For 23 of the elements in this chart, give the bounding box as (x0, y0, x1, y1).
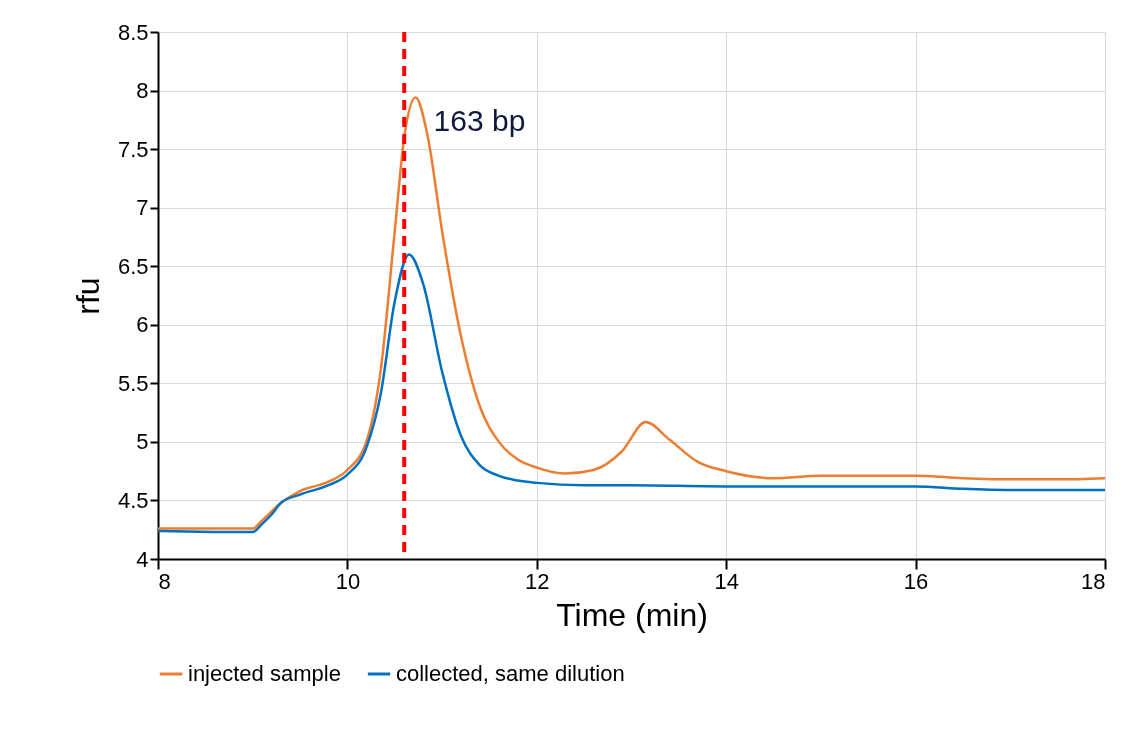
y-tick-label: 6.5 (117, 253, 149, 279)
y-tick-label: 5 (136, 429, 149, 455)
y-tick-label: 6 (136, 312, 149, 338)
y-tick-label: 5.5 (117, 370, 149, 396)
legend-label: injected sample (188, 661, 341, 686)
x-axis-title: Time (min) (556, 596, 708, 633)
line-series (158, 96, 1105, 530)
x-tick-label: 10 (335, 568, 361, 594)
y-tick-label: 8 (136, 78, 149, 104)
x-tick-label: 18 (1081, 568, 1106, 594)
y-tick-label: 4.5 (117, 487, 149, 513)
y-tick-label: 7 (136, 195, 149, 221)
x-tick-label: 16 (903, 568, 929, 594)
annotation: 163 bp (433, 103, 526, 137)
line-series (158, 253, 1105, 534)
legend-label: collected, same dilution (396, 661, 625, 686)
y-axis-title: rfu (69, 277, 106, 315)
x-tick-label: 12 (525, 568, 550, 594)
y-tick-label: 8.5 (117, 19, 149, 45)
x-tick-label: 8 (158, 568, 171, 594)
y-tick-label: 7.5 (117, 136, 149, 162)
x-tick-label: 14 (714, 568, 739, 594)
y-tick-label: 4 (136, 546, 149, 572)
